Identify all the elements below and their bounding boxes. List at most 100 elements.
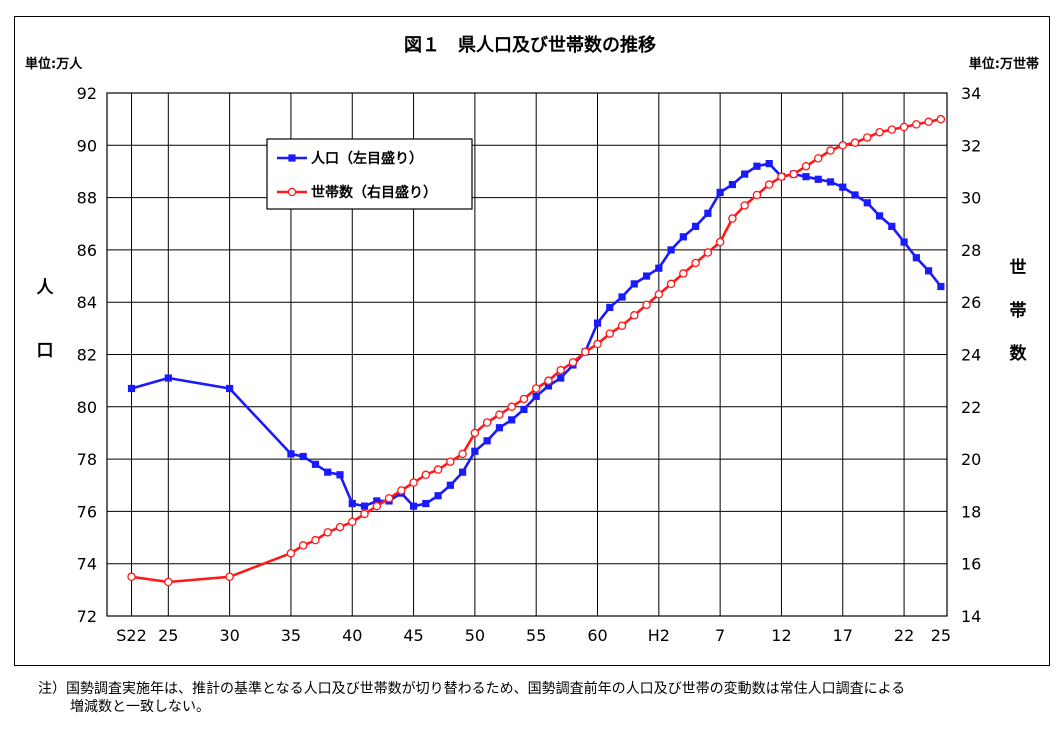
legend-box: [266, 138, 473, 210]
y-left-tick-label: 76: [77, 502, 97, 521]
grid-lines: [106, 92, 948, 617]
y-right-tick-label: 34: [961, 84, 981, 103]
y-right-tick-label: 24: [961, 346, 981, 365]
households-point: [715, 237, 725, 247]
population-point: [287, 450, 295, 458]
population-point: [716, 188, 724, 196]
chart-title: 図１ 県人口及び世帯数の推移: [404, 34, 656, 56]
x-tick-label: 22: [894, 626, 914, 645]
y-right-axis-label-char: 帯: [1010, 300, 1027, 321]
households-point: [912, 120, 921, 129]
y-right-tick-label: 28: [961, 241, 981, 260]
y-left-tick-label: 82: [77, 346, 97, 365]
households-point: [605, 329, 615, 338]
right-unit-label: 単位:万世帯: [969, 56, 1039, 72]
households-point: [421, 470, 431, 480]
y-right-tick-label: 26: [961, 293, 981, 312]
households-point: [924, 117, 933, 127]
households-point: [372, 501, 382, 511]
legend-label: 人口（左目盛り）: [311, 150, 423, 167]
population-point: [557, 374, 565, 382]
population-point: [679, 233, 687, 241]
x-tick-label: 7: [715, 626, 725, 645]
households-point: [544, 376, 553, 385]
population-point: [875, 212, 884, 220]
population-point: [888, 222, 896, 230]
x-tick-label: H2: [648, 626, 670, 645]
y-left-axis-label-char: 人: [37, 278, 55, 298]
population-point: [348, 499, 356, 508]
households-point: [458, 449, 467, 459]
households-point: [286, 548, 296, 558]
population-point: [226, 384, 234, 393]
households-point: [348, 517, 357, 527]
households-point: [863, 133, 872, 142]
population-point: [741, 170, 749, 178]
households-point: [642, 300, 651, 310]
x-tick-label: 50: [465, 626, 485, 645]
legend-marker-square: [288, 154, 296, 162]
households-point: [875, 127, 884, 137]
population-point: [925, 267, 933, 275]
households-point: [519, 394, 529, 404]
population-point: [422, 499, 430, 508]
y-left-tick-label: 84: [77, 293, 97, 312]
x-tick-label: 12: [771, 626, 791, 645]
population-point: [630, 280, 638, 288]
population-point: [937, 282, 945, 291]
x-tick-label: 60: [587, 626, 607, 645]
y-right-axis-label-char: 世: [1010, 258, 1027, 278]
y-right-tick-label: 20: [961, 450, 981, 469]
households-point: [728, 214, 737, 223]
population-point: [336, 471, 344, 479]
population-point: [655, 264, 663, 272]
x-tick-label: 55: [526, 626, 546, 645]
population-point: [826, 178, 835, 186]
households-point: [887, 125, 897, 134]
plot-area-border: [106, 92, 948, 617]
population-point: [483, 437, 491, 445]
x-tick-label: 25: [931, 626, 951, 645]
x-tick-label: 35: [281, 626, 301, 645]
households-point: [311, 535, 320, 545]
y-right-axis-label-char: 数: [1010, 343, 1028, 364]
axis-labels: 72 74 76 78 80 82 84 86 88 90 92 14 16 18 20 22 24 26 28 30…: [37, 84, 1028, 645]
population-point: [728, 180, 737, 189]
y-left-tick-label: 74: [77, 555, 97, 574]
population-point: [299, 452, 307, 461]
y-left-tick-label: 78: [77, 450, 97, 469]
x-tick-label: 40: [342, 626, 362, 645]
households-point: [397, 486, 406, 495]
households-point: [630, 311, 639, 320]
population-point: [544, 382, 553, 390]
x-tick-label: 17: [833, 626, 853, 645]
footnote-line-1: 注）国勢調査実施年は、推計の基準となる人口及び世帯数が切り替わるため、国勢調査前…: [38, 681, 906, 697]
households-point: [323, 528, 332, 537]
households-point: [838, 141, 848, 150]
population-point: [508, 416, 516, 424]
population-point: [164, 374, 172, 382]
households-point: [740, 201, 749, 210]
households-point: [433, 465, 443, 474]
households-point: [580, 347, 590, 357]
left-unit-label: 単位:万人: [25, 56, 83, 72]
households-point: [556, 365, 565, 375]
y-left-tick-label: 88: [77, 189, 97, 208]
population-point: [900, 238, 908, 246]
households-point: [225, 572, 234, 582]
x-tick-label: 45: [403, 626, 423, 645]
population-point: [434, 492, 442, 500]
households-point: [899, 122, 909, 132]
y-right-tick-label: 14: [961, 607, 981, 626]
population-point: [373, 497, 381, 505]
households-point: [298, 541, 308, 550]
households-point: [335, 522, 345, 532]
households-point: [360, 509, 369, 519]
y-right-tick-label: 32: [961, 136, 981, 155]
x-tick-label: 25: [158, 626, 178, 645]
chart-frame: 72 74 76 78 80 82 84 86 88 90 92 14 16 18 20 22 24 26 28 30…: [14, 16, 1050, 666]
footnote: 注）国勢調査実施年は、推計の基準となる人口及び世帯数が切り替わるため、国勢調査前…: [38, 680, 1048, 716]
population-point: [863, 199, 871, 207]
footnote-line-2: 増減数と一致しない。: [70, 699, 210, 715]
population-point: [692, 222, 700, 230]
